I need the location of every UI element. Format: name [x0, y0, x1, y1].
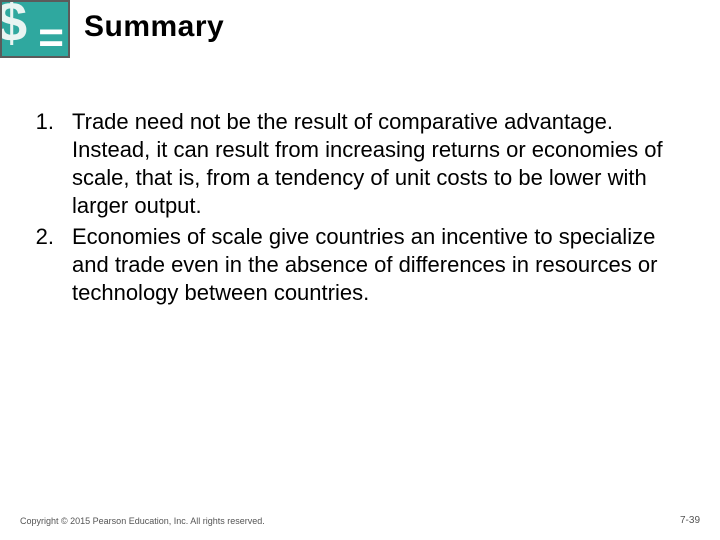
copyright-text: Copyright © 2015 Pearson Education, Inc.… — [20, 516, 265, 526]
header-icon: $ = — [0, 0, 70, 58]
page-number: 7-39 — [680, 515, 700, 526]
list-item: 2. Economies of scale give countries an … — [20, 223, 690, 307]
list-item-text: Economies of scale give countries an inc… — [72, 223, 690, 307]
content-area: 1. Trade need not be the result of compa… — [20, 108, 690, 309]
equals-icon: = — [38, 16, 64, 58]
list-item-number: 2. — [20, 223, 72, 307]
list-item: 1. Trade need not be the result of compa… — [20, 108, 690, 221]
list-item-text: Trade need not be the result of comparat… — [72, 108, 690, 221]
summary-list: 1. Trade need not be the result of compa… — [20, 108, 690, 307]
footer: Copyright © 2015 Pearson Education, Inc.… — [20, 515, 700, 526]
dollar-icon: $ — [0, 0, 27, 50]
page-title: Summary — [84, 10, 224, 44]
list-item-number: 1. — [20, 108, 72, 221]
